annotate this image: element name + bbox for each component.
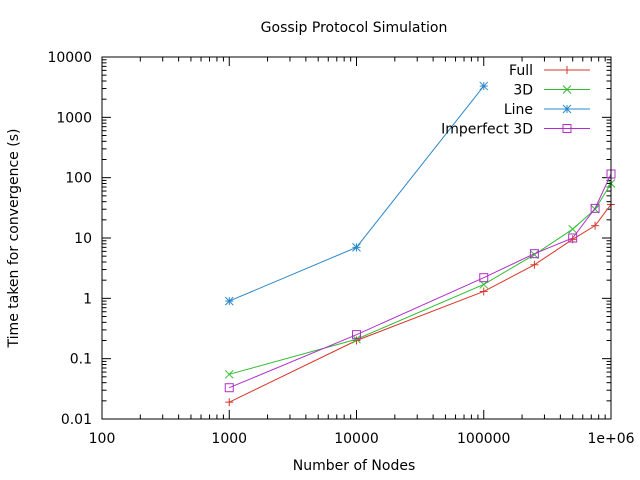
series-line <box>229 85 485 302</box>
legend-label: Full <box>509 63 533 79</box>
series-line <box>229 183 612 375</box>
legend-label: Imperfect 3D <box>441 122 533 138</box>
data-point <box>529 249 539 259</box>
data-point <box>479 287 488 296</box>
data-point <box>479 81 489 91</box>
legend-item-3d: 3D <box>513 83 590 99</box>
data-point <box>224 369 234 379</box>
y-tick-label: 0.01 <box>61 412 92 428</box>
data-point <box>591 221 600 230</box>
legend-item-imperfect-3d: Imperfect 3D <box>441 122 590 138</box>
x-tick-label: 1e+06 <box>587 431 634 447</box>
series-line <box>229 204 612 403</box>
y-tick-label: 100 <box>65 171 92 187</box>
y-tick-label: 1 <box>83 291 92 307</box>
series-imperfect-3d <box>224 169 616 393</box>
series-layer <box>224 81 616 407</box>
y-tick-label: 1000 <box>56 110 92 126</box>
x-axis-label: Number of Nodes <box>293 458 415 474</box>
legend-item-full: Full <box>509 63 590 79</box>
data-point <box>562 104 572 114</box>
x-tick-label: 1000 <box>211 431 247 447</box>
data-point <box>563 66 571 74</box>
axis-ticks: 100 1000 10000 100000 1e+06 0.01 0.1 1 10 100 1000… <box>47 50 634 447</box>
legend-item-line: Line <box>504 102 590 118</box>
legend-label: Line <box>504 102 533 118</box>
data-point <box>562 124 572 133</box>
data-point <box>225 398 234 407</box>
chart-title: Gossip Protocol Simulation <box>261 20 448 36</box>
data-point <box>590 203 600 213</box>
series-line <box>229 173 612 389</box>
data-point <box>530 260 539 269</box>
data-point <box>224 383 234 393</box>
data-point <box>352 330 361 340</box>
y-tick-label: 0.1 <box>70 352 92 368</box>
x-tick-label: 10000 <box>334 431 379 447</box>
data-point <box>568 224 578 234</box>
data-point <box>352 242 361 252</box>
legend: Full 3D Line Imperfect 3D <box>441 63 590 138</box>
y-tick-label: 10 <box>74 231 92 247</box>
data-point <box>352 334 361 344</box>
plot-frame <box>101 56 612 420</box>
y-axis-label: Time taken for convergence (s) <box>6 129 22 349</box>
data-point <box>479 273 489 283</box>
y-tick-label: 10000 <box>47 50 92 66</box>
data-point <box>568 233 578 243</box>
series-line <box>224 81 489 306</box>
x-tick-label: 100000 <box>457 431 510 447</box>
data-point <box>224 296 234 306</box>
data-point <box>352 336 361 345</box>
data-point <box>562 85 572 94</box>
series-3d <box>224 179 616 379</box>
legend-label: 3D <box>513 83 533 99</box>
series-full <box>225 200 615 407</box>
x-tick-label: 100 <box>89 431 116 447</box>
